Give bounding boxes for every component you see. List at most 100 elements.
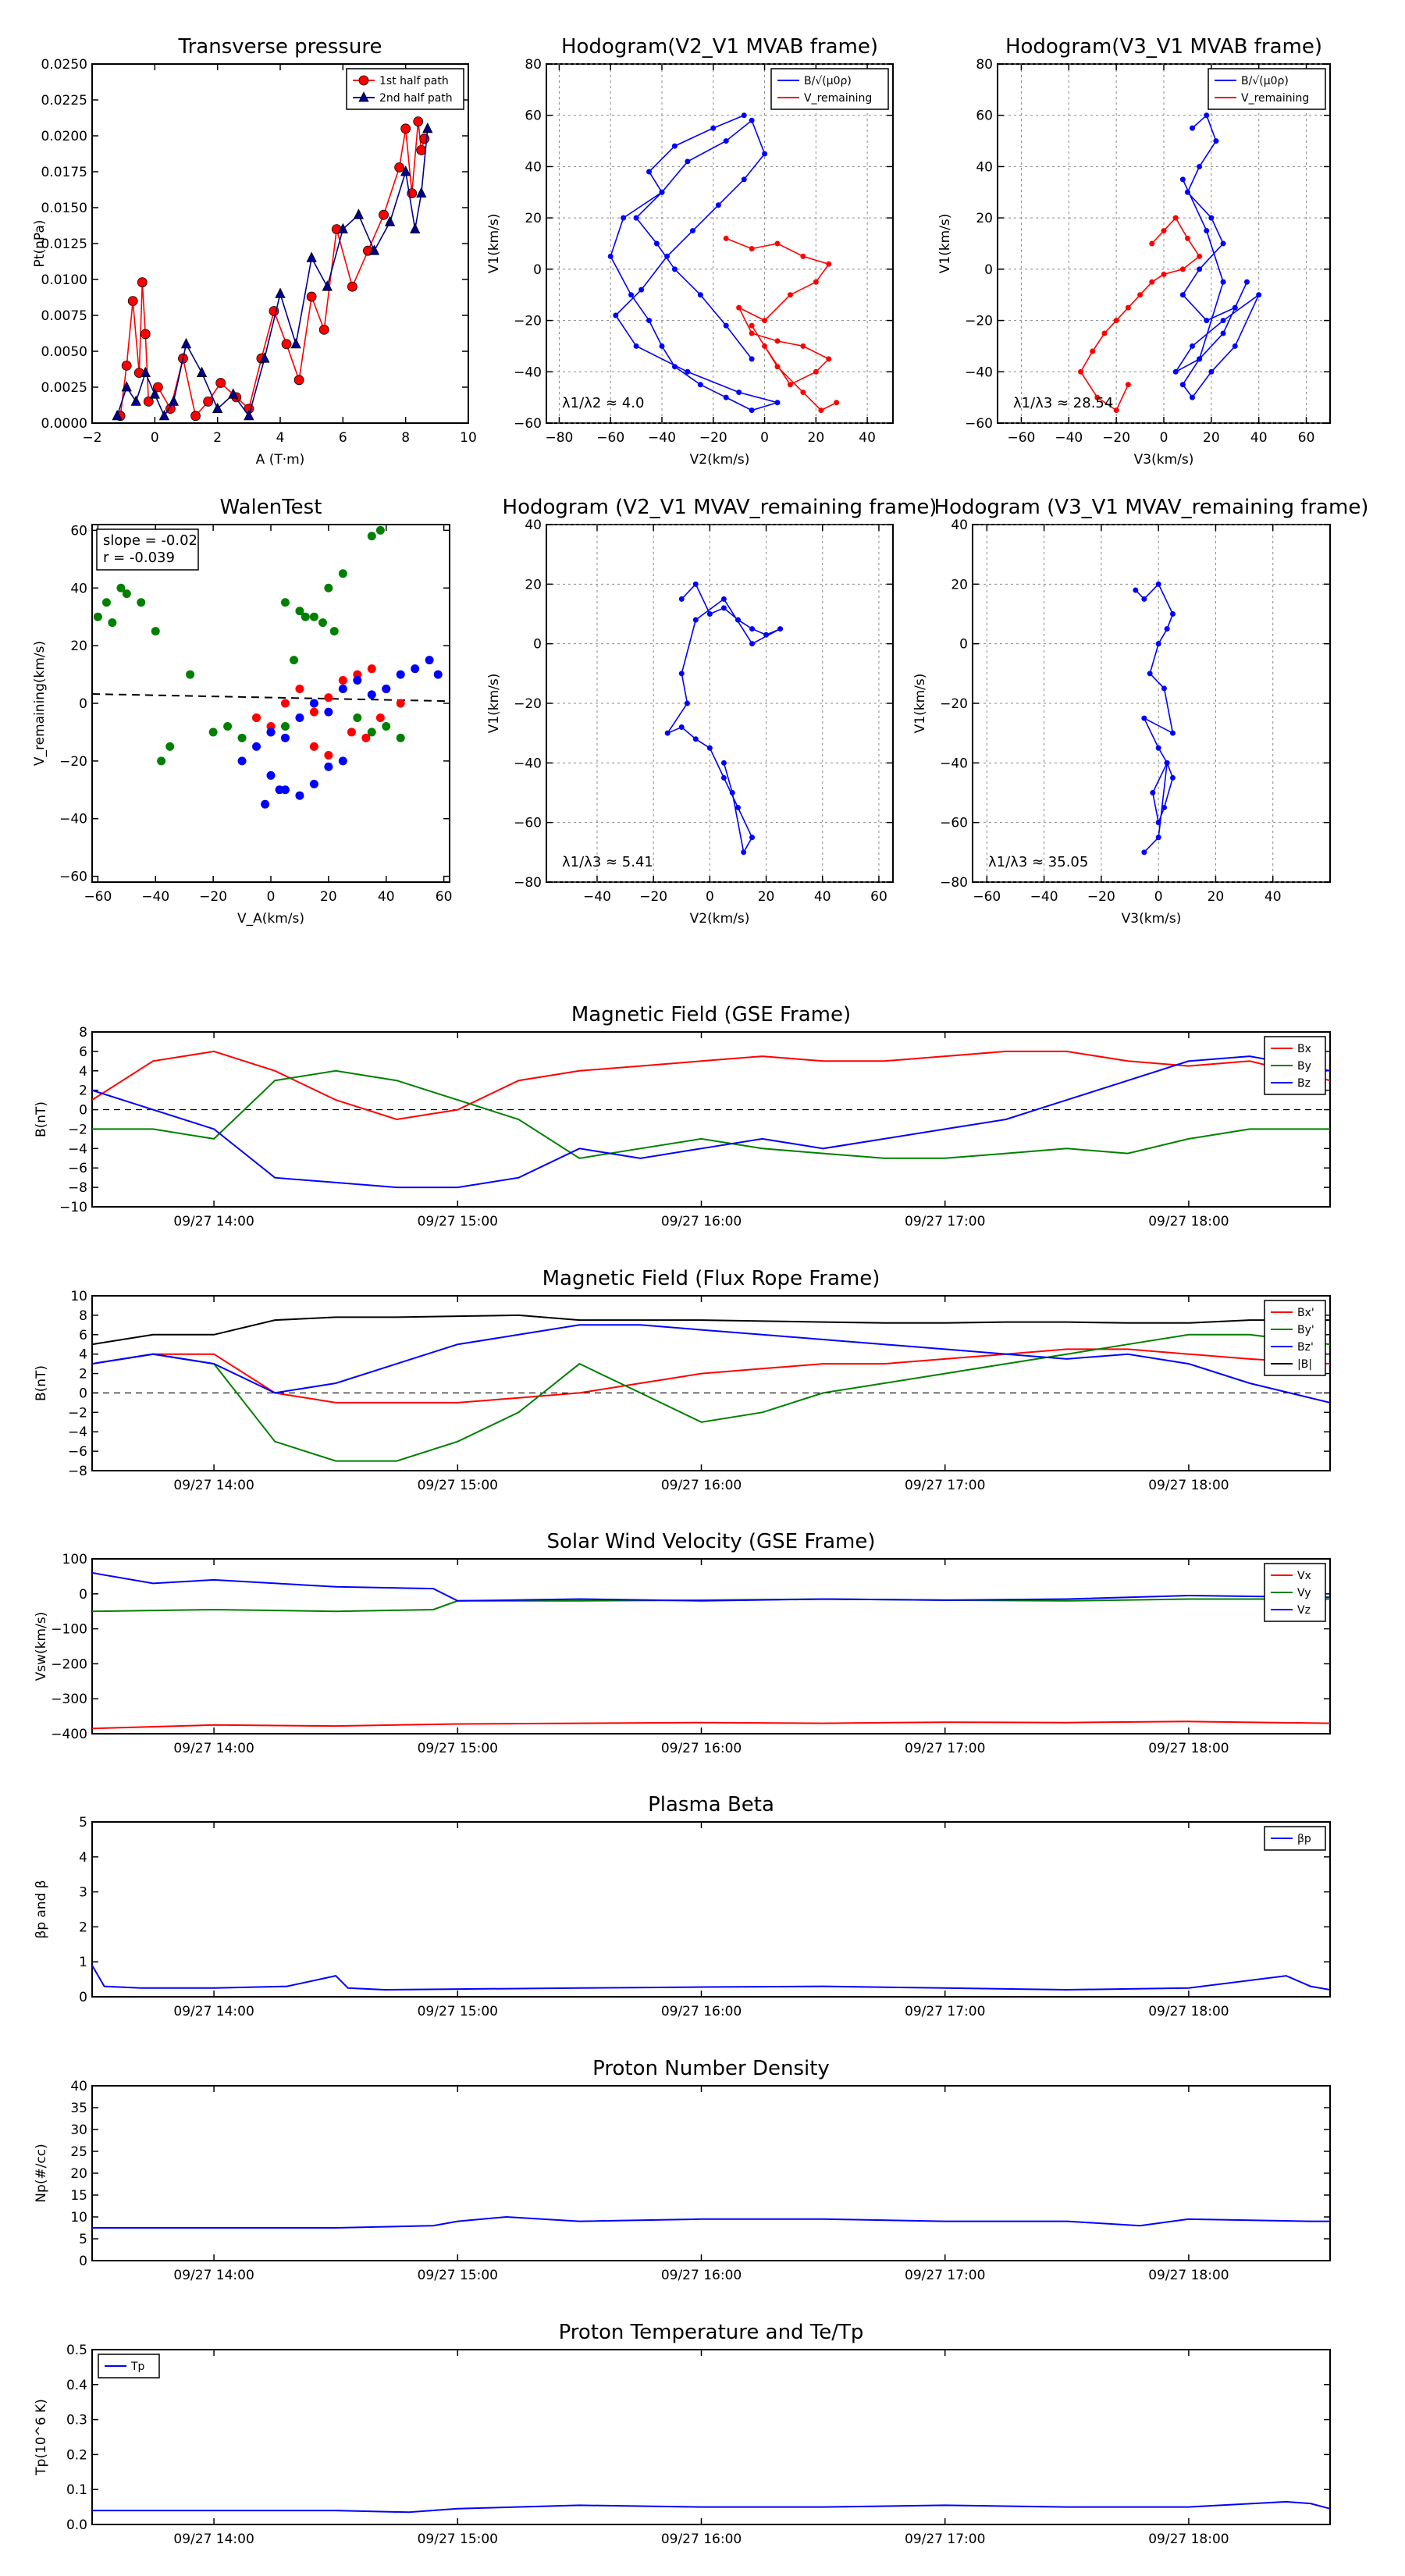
- legend-label: V_remaining: [804, 92, 872, 105]
- data-point: [1197, 356, 1203, 362]
- series-line-By: [92, 1069, 1330, 1159]
- data-point: [1164, 626, 1170, 632]
- data-point: [275, 785, 284, 795]
- data-point: [774, 338, 781, 344]
- data-point: [685, 368, 691, 375]
- data-point: [1232, 343, 1238, 349]
- x-axis-label: V3(km/s): [1122, 911, 1182, 927]
- data-point: [749, 834, 756, 841]
- y-tick-label: −40: [940, 756, 968, 771]
- y-tick-label: 0.0175: [41, 165, 87, 180]
- data-point: [419, 133, 430, 144]
- plot-area: [997, 63, 1331, 424]
- x-tick-label: 09/27 18:00: [1148, 1741, 1229, 1756]
- legend-label: Bz: [1297, 1077, 1311, 1090]
- y-axis-label: V_remaining(km/s): [32, 641, 48, 766]
- data-point: [1125, 304, 1131, 311]
- data-point: [1172, 368, 1179, 375]
- plot-area: [91, 1031, 1331, 1208]
- legend-frame: [770, 68, 889, 110]
- data-point: [762, 343, 768, 349]
- y-tick-label: −200: [51, 1656, 87, 1672]
- data-point: [633, 215, 639, 221]
- data-point: [400, 165, 411, 176]
- data-point: [112, 409, 123, 421]
- legend-label: Tp: [130, 2361, 145, 2373]
- data-point: [379, 209, 389, 220]
- x-tick-label: 09/27 14:00: [173, 2532, 254, 2547]
- y-tick-label: 0: [533, 637, 542, 653]
- y-axis-label: V1(km/s): [912, 674, 928, 734]
- x-tick-label: 09/27 15:00: [418, 1214, 498, 1229]
- data-point: [1155, 834, 1161, 841]
- data-point: [237, 756, 247, 766]
- y-tick-label: 2: [79, 1367, 87, 1382]
- plot-area: [91, 2085, 1331, 2261]
- data-point: [108, 618, 117, 628]
- plot-content: [607, 112, 840, 414]
- y-tick-label: −40: [59, 812, 87, 827]
- data-point: [324, 693, 333, 703]
- x-tick-label: 40: [1250, 430, 1268, 446]
- series-line-Vz: [92, 1571, 1330, 1602]
- data-point: [137, 598, 146, 607]
- data-point: [1179, 292, 1186, 298]
- data-point: [293, 375, 304, 386]
- data-point: [266, 770, 276, 780]
- data-point: [763, 632, 770, 638]
- data-point: [212, 402, 223, 413]
- data-point: [121, 360, 132, 371]
- y-tick-label: 0: [959, 637, 968, 653]
- x-tick-label: 10: [460, 430, 477, 446]
- x-tick-label: 09/27 17:00: [905, 2268, 985, 2283]
- data-point: [741, 849, 747, 856]
- x-tick-label: 09/27 14:00: [173, 2268, 254, 2283]
- y-tick-label: −10: [59, 1200, 87, 1215]
- fit-line: [92, 693, 450, 703]
- data-point: [396, 733, 405, 742]
- data-point: [1197, 253, 1203, 259]
- legend-frame: [1208, 68, 1326, 110]
- data-point: [1220, 279, 1226, 285]
- y-tick-label: 2: [79, 1920, 87, 1935]
- data-point: [1204, 228, 1210, 234]
- data-point: [1204, 112, 1210, 119]
- data-point: [692, 581, 699, 587]
- data-point: [338, 685, 347, 694]
- data-point: [800, 390, 806, 396]
- data-point: [1161, 685, 1167, 692]
- x-tick-label: 20: [1203, 430, 1220, 446]
- y-tick-label: 0.1: [66, 2482, 87, 2498]
- data-point: [1213, 138, 1219, 144]
- chart-title: Transverse pressure: [178, 35, 382, 59]
- y-tick-label: 0: [79, 1103, 87, 1119]
- legend-label: V_remaining: [1241, 92, 1309, 105]
- x-tick-label: −20: [199, 889, 227, 905]
- legend-label: By: [1297, 1060, 1311, 1073]
- y-tick-label: 0: [79, 1587, 87, 1603]
- y-tick-label: −60: [59, 870, 87, 885]
- plot-content: [92, 1571, 1330, 1730]
- data-point: [422, 122, 433, 133]
- chart-title: Hodogram(V2_V1 MVAB frame): [561, 35, 878, 59]
- x-tick-label: 20: [758, 889, 775, 905]
- x-tick-label: 6: [339, 430, 347, 446]
- x-tick-label: 0: [151, 430, 159, 446]
- y-tick-label: −20: [514, 696, 542, 712]
- x-tick-label: 09/27 18:00: [1148, 1214, 1229, 1229]
- y-tick-label: 5: [79, 1815, 87, 1831]
- data-point: [826, 356, 832, 362]
- x-tick-label: 40: [1264, 889, 1282, 905]
- data-point: [318, 618, 327, 628]
- y-tick-label: −4: [68, 1141, 87, 1157]
- data-point: [338, 756, 347, 766]
- x-tick-label: −20: [1087, 889, 1115, 905]
- data-point: [736, 304, 742, 311]
- y-tick-label: 0.0025: [41, 380, 87, 396]
- legend-label: Bx': [1297, 1307, 1314, 1319]
- data-point: [1197, 163, 1203, 169]
- y-tick-label: −80: [514, 875, 542, 891]
- y-tick-label: 3: [79, 1885, 87, 1901]
- y-tick-label: 40: [976, 159, 993, 175]
- data-point: [1197, 266, 1203, 272]
